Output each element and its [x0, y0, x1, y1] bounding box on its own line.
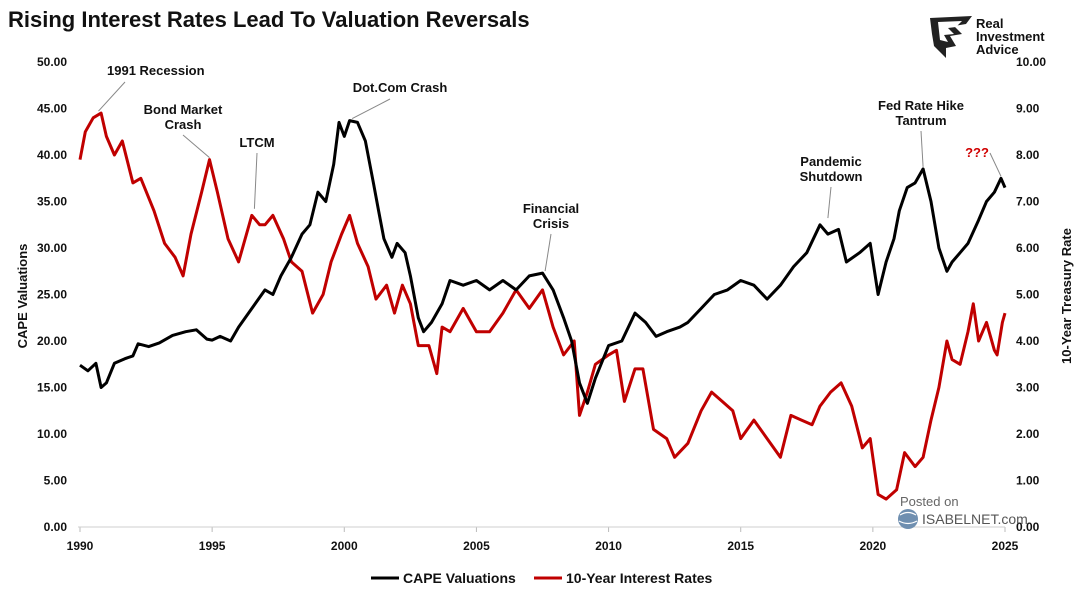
right-axis-ticks: 0.00 1.00 2.00 3.00 4.00 5.00 6.00 7.00 8.00 9.00… — [1016, 55, 1046, 534]
annotation-label: Fed Rate Hike Tantrum — [878, 98, 964, 128]
brand-logo: Real Investment Advice — [930, 16, 1045, 58]
annotation-label: Bond Market Crash — [144, 102, 223, 132]
y-tick-label: 30.00 — [37, 241, 67, 255]
annotation-leader — [182, 134, 210, 158]
legend: CAPE Valuations 10-Year Interest Rates — [371, 570, 713, 586]
y-tick-label: 5.00 — [44, 474, 68, 488]
y-tick-label: 20.00 — [37, 334, 67, 348]
series-line-cape — [79, 119, 1007, 405]
y2-tick-label: 0.00 — [1016, 520, 1040, 534]
globe-icon — [898, 509, 918, 529]
annotation-label: Pandemic Shutdown — [800, 154, 863, 184]
series-line-rates — [78, 111, 1007, 501]
series-layer — [78, 111, 1007, 501]
x-tick-label: 2010 — [595, 539, 622, 553]
y-tick-label: 40.00 — [37, 148, 67, 162]
x-tick-label: 2005 — [463, 539, 490, 553]
x-tick-label: 1995 — [199, 539, 226, 553]
y2-tick-label: 1.00 — [1016, 474, 1040, 488]
x-tick-label: 2015 — [727, 539, 754, 553]
annotation-label: LTCM — [239, 135, 274, 150]
brand-line2: Investment — [976, 29, 1045, 44]
watermark: Posted on ISABELNET.com — [898, 494, 1028, 529]
annotation-label: Financial Crisis — [523, 201, 579, 231]
y2-tick-label: 3.00 — [1016, 381, 1040, 395]
x-axis-ticks: 1990 1995 2000 2005 2010 2015 2020 2025 — [67, 527, 1019, 553]
y-tick-label: 10.00 — [37, 427, 67, 441]
chart-title: Rising Interest Rates Lead To Valuation … — [8, 7, 530, 32]
annotation-label: ??? — [965, 145, 989, 160]
y2-tick-label: 9.00 — [1016, 102, 1040, 116]
legend-label-rates: 10-Year Interest Rates — [566, 570, 713, 586]
y-tick-label: 45.00 — [37, 102, 67, 116]
y-tick-label: 0.00 — [44, 520, 68, 534]
annotation-label: Dot.Com Crash — [353, 80, 448, 95]
y-axis-label: CAPE Valuations — [15, 244, 30, 349]
annotation-leader — [989, 152, 1002, 177]
y2-tick-label: 4.00 — [1016, 334, 1040, 348]
brand-line3: Advice — [976, 42, 1019, 57]
annotation-leader — [920, 130, 924, 167]
annotation-leader — [544, 233, 552, 272]
annotation-leader — [351, 98, 391, 120]
annotation-leader — [253, 152, 258, 209]
watermark-site: ISABELNET.com — [922, 511, 1028, 527]
brand-line1: Real — [976, 16, 1003, 31]
y-tick-label: 25.00 — [37, 288, 67, 302]
annotation-layer: 1991 Recession Bond Market Crash LTCM Dot.Co… — [98, 63, 1002, 272]
x-tick-label: 2020 — [860, 539, 887, 553]
y2-tick-label: 10.00 — [1016, 55, 1046, 69]
y2-tick-label: 8.00 — [1016, 148, 1040, 162]
legend-label-cape: CAPE Valuations — [403, 570, 516, 586]
y-tick-label: 15.00 — [37, 381, 67, 395]
annotation-label: 1991 Recession — [107, 63, 205, 78]
eagle-icon — [930, 16, 972, 58]
x-tick-label: 1990 — [67, 539, 94, 553]
y-tick-label: 50.00 — [37, 55, 67, 69]
y2-tick-label: 6.00 — [1016, 241, 1040, 255]
y2-tick-label: 5.00 — [1016, 288, 1040, 302]
x-tick-label: 2025 — [992, 539, 1019, 553]
annotation-leader — [827, 186, 832, 219]
y2-axis-label: 10-Year Treasury Rate — [1059, 228, 1074, 364]
y2-tick-label: 7.00 — [1016, 195, 1040, 209]
y-tick-label: 35.00 — [37, 195, 67, 209]
y2-tick-label: 2.00 — [1016, 427, 1040, 441]
left-axis-ticks: 0.00 5.00 10.00 15.00 20.00 25.00 30.00 35.00 40… — [37, 55, 67, 534]
annotation-leader — [98, 81, 126, 112]
watermark-posted: Posted on — [900, 494, 959, 509]
x-tick-label: 2000 — [331, 539, 358, 553]
